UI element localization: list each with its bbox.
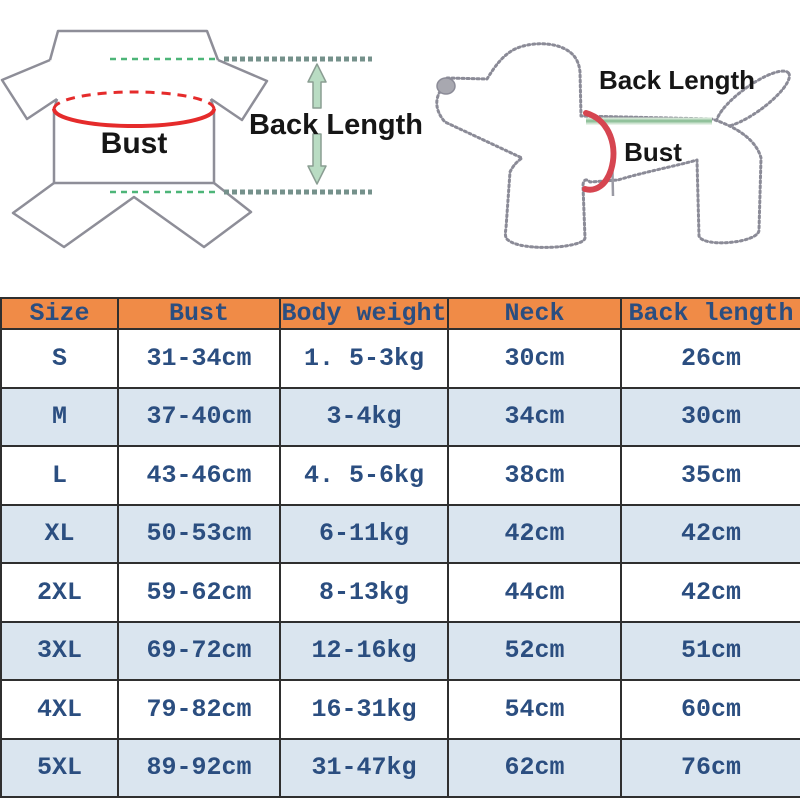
table-row: L 43-46cm 4. 5-6kg 38cm 35cm (0, 445, 800, 506)
header-back-length: Back length (620, 297, 800, 330)
garment-right-sleeve (210, 58, 269, 122)
table-cell: 42cm (620, 503, 800, 564)
table-cell: 89-92cm (117, 737, 281, 798)
table-cell: 12-16kg (279, 620, 449, 681)
measure-guide-lines (110, 56, 372, 195)
table-cell: 6-11kg (279, 503, 449, 564)
table-cell: 16-31kg (279, 679, 449, 740)
table-cell: 8-13kg (279, 562, 449, 623)
table-cell: 26cm (620, 328, 800, 389)
table-cell: 69-72cm (117, 620, 281, 681)
header-size: Size (0, 297, 119, 330)
table-cell: 37-40cm (117, 386, 281, 447)
table-cell: 51cm (620, 620, 800, 681)
table-cell: 52cm (447, 620, 622, 681)
header-body-weight: Body weight (279, 297, 449, 330)
garment-leg-flaps (11, 181, 253, 249)
table-cell: 3XL (0, 620, 119, 681)
table-cell: L (0, 445, 119, 506)
table-cell: 4. 5-6kg (279, 445, 449, 506)
table-cell: 79-82cm (117, 679, 281, 740)
table-cell: 54cm (447, 679, 622, 740)
header-bust: Bust (117, 297, 281, 330)
table-cell: 76cm (620, 737, 800, 798)
dog-back-length-label: Back Length (599, 65, 755, 95)
table-row: 3XL 69-72cm 12-16kg 52cm 51cm (0, 620, 800, 681)
table-cell: 31-34cm (117, 328, 281, 389)
garment-back-length-label: Back Length (249, 109, 423, 141)
table-cell: 3-4kg (279, 386, 449, 447)
size-table: Size Bust Body weight Neck Back length S… (0, 297, 800, 798)
table-cell: 38cm (447, 445, 622, 506)
table-row: 4XL 79-82cm 16-31kg 54cm 60cm (0, 679, 800, 740)
back-length-arrow-icon (307, 63, 327, 185)
garment-bust-ellipse-dashed (52, 90, 216, 110)
table-cell: 30cm (447, 328, 622, 389)
dog-bust-band (582, 110, 617, 193)
table-row: S 31-34cm 1. 5-3kg 30cm 26cm (0, 328, 800, 389)
table-cell: M (0, 386, 119, 447)
garment-left-sleeve (0, 58, 58, 121)
table-row: XL 50-53cm 6-11kg 42cm 42cm (0, 503, 800, 564)
table-cell: 1. 5-3kg (279, 328, 449, 389)
table-cell: 31-47kg (279, 737, 449, 798)
header-row: Size Bust Body weight Neck Back length (0, 297, 800, 330)
table-cell: 34cm (447, 386, 622, 447)
dog-body-outline (435, 42, 763, 249)
table-cell: 50-53cm (117, 503, 281, 564)
table-cell: 59-62cm (117, 562, 281, 623)
table-cell: XL (0, 503, 119, 564)
table-cell: 44cm (447, 562, 622, 623)
table-cell: 42cm (447, 503, 622, 564)
table-cell: 60cm (620, 679, 800, 740)
table-cell: 62cm (447, 737, 622, 798)
table-cell: 30cm (620, 386, 800, 447)
table-cell: 5XL (0, 737, 119, 798)
garment-bust-ellipse-solid (52, 108, 216, 128)
dog-nose (436, 77, 456, 95)
table-row: M 37-40cm 3-4kg 34cm 30cm (0, 386, 800, 447)
table-cell: 4XL (0, 679, 119, 740)
size-table-header: Size Bust Body weight Neck Back length (0, 297, 800, 330)
garment-collar (48, 29, 220, 61)
table-cell: 43-46cm (117, 445, 281, 506)
dog-bust-label: Bust (624, 137, 682, 167)
dog-diagram (435, 42, 791, 249)
measurement-diagrams: Bust Back Length Back Length Bust (0, 29, 791, 249)
table-cell: S (0, 328, 119, 389)
table-cell: 35cm (620, 445, 800, 506)
table-cell: 2XL (0, 562, 119, 623)
garment-bust-label: Bust (101, 127, 168, 160)
table-cell: 42cm (620, 562, 800, 623)
header-neck: Neck (447, 297, 622, 330)
table-row: 2XL 59-62cm 8-13kg 44cm 42cm (0, 562, 800, 623)
table-row: 5XL 89-92cm 31-47kg 62cm 76cm (0, 737, 800, 798)
